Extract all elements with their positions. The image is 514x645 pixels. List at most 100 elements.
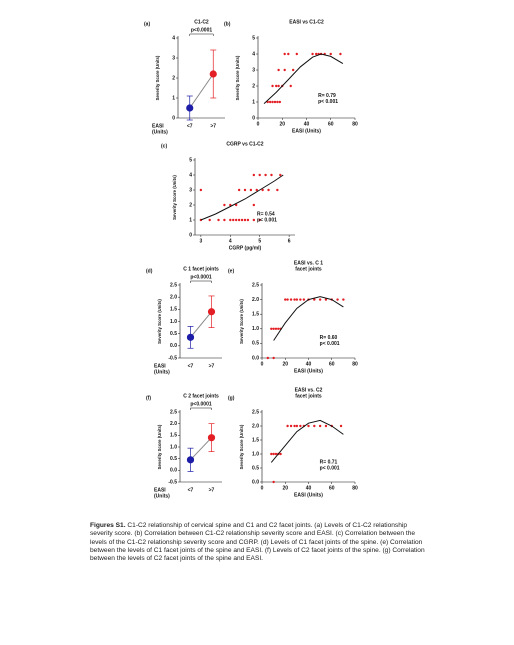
point — [324, 298, 328, 301]
point — [272, 356, 275, 360]
x-axis-label: CGRP (pg/ml) — [229, 245, 262, 251]
point — [299, 298, 302, 301]
x-axis-label: EASI — [152, 123, 164, 129]
point — [270, 327, 273, 330]
x-tick-label: 60 — [329, 361, 335, 367]
panel-label: (d) — [146, 268, 153, 274]
point — [272, 327, 275, 330]
y-axis-label: Severity Score (Units) — [235, 55, 240, 100]
y-tick-label: 2.0 — [170, 294, 177, 300]
y-tick-label: 1.5 — [252, 312, 259, 318]
y-tick-label: 2.0 — [252, 297, 259, 303]
y-axis-label: Severity Score (Units) — [155, 55, 160, 100]
y-tick-label: 0 — [172, 115, 175, 121]
point — [276, 100, 279, 104]
point — [277, 68, 280, 72]
point — [252, 203, 256, 207]
point — [277, 327, 280, 330]
point — [289, 298, 293, 301]
significance-label: p<0.0001 — [190, 274, 211, 280]
x-tick-label: 40 — [306, 361, 312, 367]
y-tick-label: 2 — [172, 75, 175, 81]
y-axis-label: Severity Score (Units) — [239, 424, 244, 469]
annotation: R= 0.71 — [320, 460, 338, 466]
y-tick-label: 2.0 — [252, 423, 259, 429]
point — [299, 424, 302, 428]
point — [324, 424, 328, 428]
chart-title: EASI vs. C2 — [295, 387, 323, 393]
y-axis-label: Severity Score (Units) — [239, 299, 244, 344]
point — [318, 298, 322, 301]
y-tick-label: 1.0 — [252, 326, 259, 332]
point — [234, 203, 238, 207]
point — [289, 424, 293, 428]
y-axis-label: Severity Score (Units) — [157, 424, 162, 469]
point — [223, 218, 226, 222]
point — [268, 100, 272, 104]
annotation: R= 0.54 — [257, 211, 275, 217]
mean-point — [186, 456, 195, 464]
y-tick-label: 5 — [189, 157, 192, 163]
y-tick-label: 1.0 — [252, 451, 259, 457]
point — [274, 452, 278, 456]
point — [261, 188, 264, 192]
caption: Figures S1. C1-C2 relationship of cervic… — [90, 522, 425, 563]
point — [270, 173, 273, 177]
point — [252, 173, 256, 177]
point — [271, 100, 274, 104]
chart-title: CGRP vs C1-C2 — [226, 141, 263, 147]
y-tick-label: 0.0 — [170, 343, 177, 349]
x-axis-label: (Units) — [154, 493, 170, 499]
point — [246, 218, 250, 222]
x-tick-label: 80 — [352, 361, 358, 367]
x-tick-label: <7 — [187, 123, 193, 129]
y-tick-label: -0.5 — [168, 355, 177, 361]
y-tick-label: 2.5 — [252, 282, 259, 288]
fit-curve — [273, 296, 344, 341]
point — [307, 424, 310, 428]
point — [208, 218, 211, 222]
point — [278, 100, 282, 104]
y-tick-label: 2 — [189, 202, 192, 208]
y-tick-label: 2 — [252, 83, 255, 89]
point — [336, 298, 339, 301]
y-tick-label: 2.5 — [170, 409, 177, 415]
y-tick-label: 3 — [252, 67, 255, 73]
y-tick-label: 4 — [172, 35, 175, 41]
point — [287, 52, 290, 56]
point — [293, 298, 296, 301]
point — [267, 188, 270, 192]
point — [279, 452, 282, 456]
connector — [190, 437, 212, 461]
x-axis-label: EASI (Units) — [292, 128, 321, 134]
chart-title: facet joints — [295, 266, 322, 272]
point — [271, 84, 274, 88]
point — [272, 480, 275, 484]
point — [199, 188, 203, 192]
y-tick-label: 3 — [189, 187, 192, 193]
y-tick-label: 1.5 — [252, 437, 259, 443]
point — [318, 424, 322, 428]
point — [223, 203, 226, 207]
point — [295, 52, 298, 56]
point — [283, 68, 286, 72]
point — [286, 424, 289, 428]
x-tick-label: 20 — [279, 121, 285, 127]
connector — [190, 311, 212, 338]
point — [243, 188, 247, 192]
point — [302, 298, 306, 301]
panel-label: (f) — [146, 395, 151, 401]
caption-label: Figures S1. — [90, 522, 126, 529]
chart-title: EASI vs. C 1 — [294, 260, 323, 266]
x-axis-label: EASI (Units) — [294, 368, 323, 374]
point — [295, 424, 299, 428]
significance-bracket — [190, 407, 212, 410]
x-tick-label: 20 — [282, 485, 288, 491]
y-tick-label: 1 — [189, 217, 192, 223]
point — [311, 52, 314, 56]
x-tick-label: 80 — [352, 485, 358, 491]
point — [339, 52, 342, 56]
chart-title: facet joints — [295, 393, 322, 399]
x-tick-label: >7 — [210, 123, 216, 129]
panel-label: (b) — [224, 21, 231, 27]
